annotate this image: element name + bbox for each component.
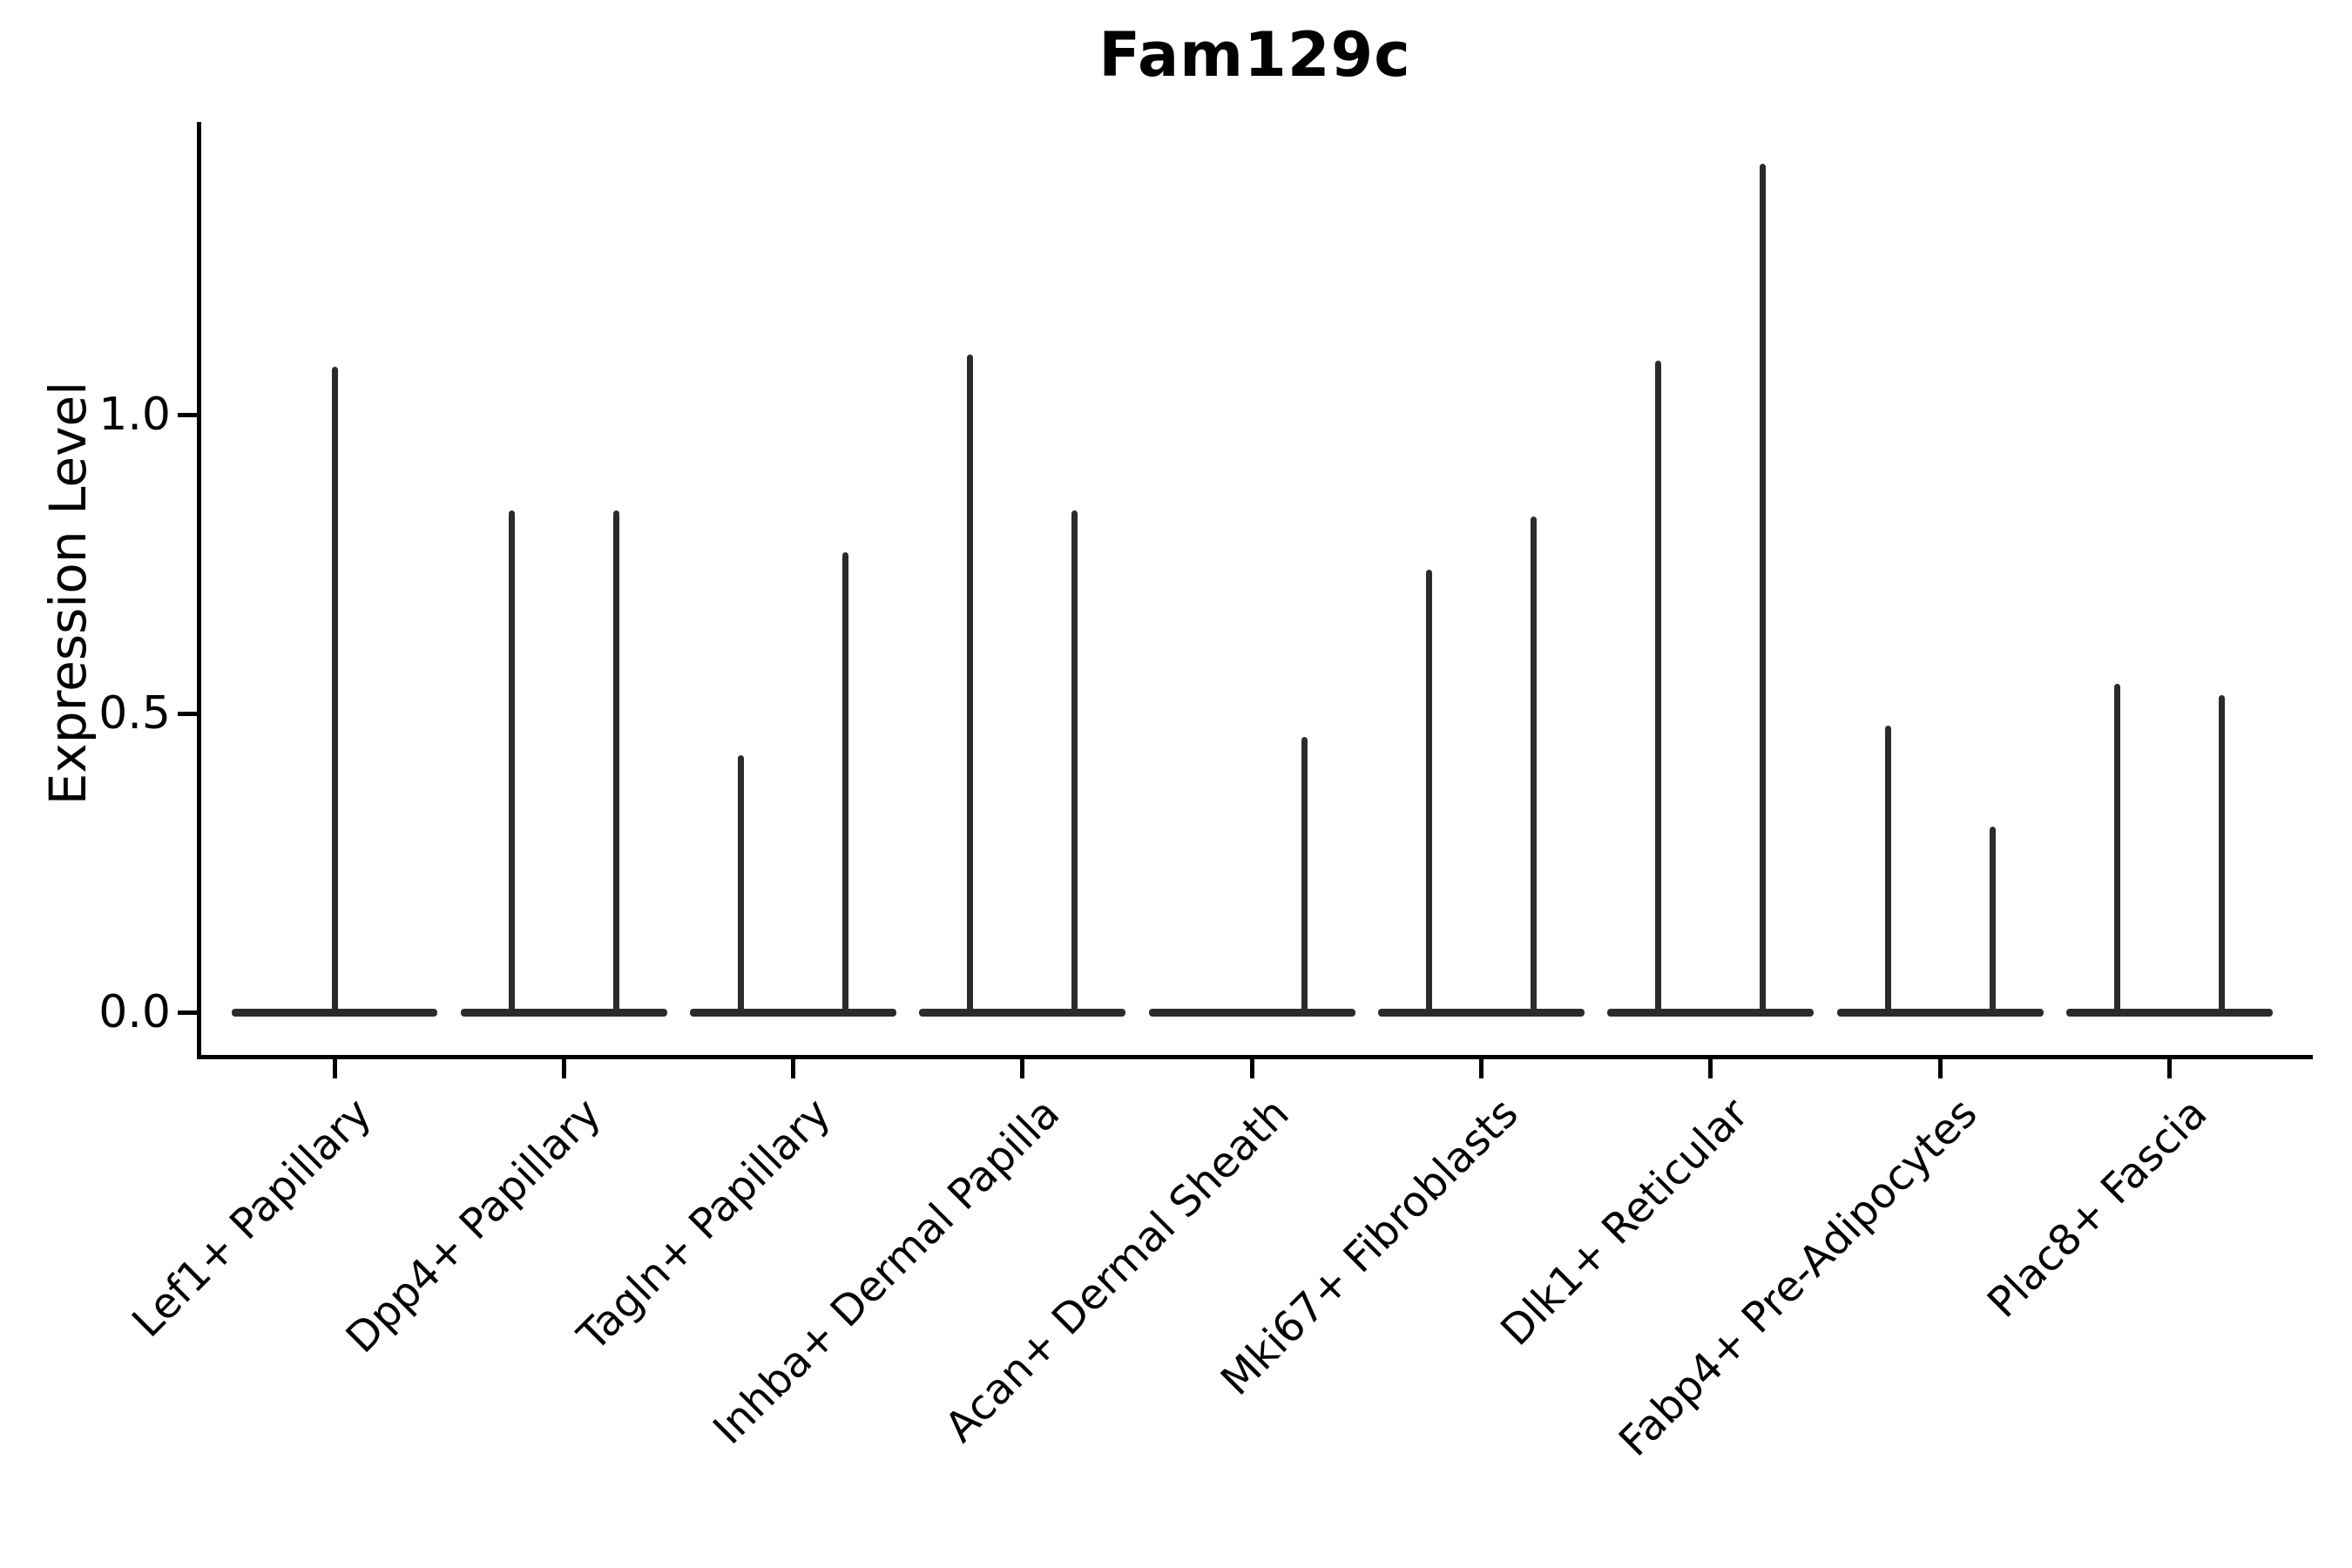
violin-baseline — [1148, 1008, 1355, 1017]
y-tick-mark — [178, 711, 197, 716]
x-tick-mark — [1479, 1059, 1484, 1078]
x-tick-label: Lef1+ Papillary — [123, 1089, 382, 1347]
x-tick-mark — [332, 1059, 337, 1078]
violin-spike — [1884, 725, 1891, 1016]
x-tick-label: Dlk1+ Reticular — [1490, 1089, 1758, 1355]
y-tick-label: 0.0 — [98, 986, 171, 1038]
y-tick-label: 1.0 — [98, 389, 171, 441]
violin-spike — [967, 355, 974, 1016]
violin-spike — [1301, 737, 1308, 1016]
violin-spike — [2113, 683, 2120, 1016]
violin-spike — [2218, 695, 2225, 1016]
y-tick-label: 0.5 — [98, 687, 171, 740]
violin-baseline — [1378, 1008, 1585, 1017]
violin-spike — [1425, 570, 1432, 1016]
violin-baseline — [1607, 1008, 1815, 1017]
violin-spike — [508, 510, 515, 1016]
y-axis-spine — [197, 122, 201, 1059]
violin-baseline — [1836, 1008, 2044, 1017]
violin-baseline — [460, 1008, 667, 1017]
x-tick-mark — [2166, 1059, 2172, 1078]
x-tick-mark — [791, 1059, 796, 1078]
violin-spike — [331, 367, 338, 1016]
x-tick-mark — [1020, 1059, 1025, 1078]
x-tick-mark — [1708, 1059, 1713, 1078]
violin-baseline — [2065, 1008, 2273, 1017]
x-tick-mark — [1249, 1059, 1254, 1078]
violin-baseline — [919, 1008, 1126, 1017]
violin-spike — [1760, 163, 1767, 1016]
plot-title: Fam129c — [1098, 19, 1411, 91]
y-tick-mark — [178, 412, 197, 417]
x-tick-label: Tagln+ Papillary — [568, 1089, 841, 1361]
x-tick-mark — [1937, 1059, 1943, 1078]
violin-spike — [1655, 361, 1662, 1016]
violin-spike — [1989, 827, 1996, 1016]
x-axis-spine — [197, 1055, 2313, 1059]
violin-spike — [1531, 516, 1538, 1016]
y-tick-mark — [178, 1010, 197, 1015]
x-tick-label: Dpp4+ Papillary — [336, 1089, 611, 1363]
violin-spike — [842, 551, 849, 1016]
x-tick-mark — [561, 1059, 566, 1078]
violin-spike — [738, 755, 745, 1016]
violin-spike — [612, 510, 619, 1016]
violin-spike — [1071, 510, 1078, 1016]
violin-baseline — [690, 1008, 897, 1017]
x-tick-label: Plac8+ Fascia — [1977, 1089, 2217, 1328]
